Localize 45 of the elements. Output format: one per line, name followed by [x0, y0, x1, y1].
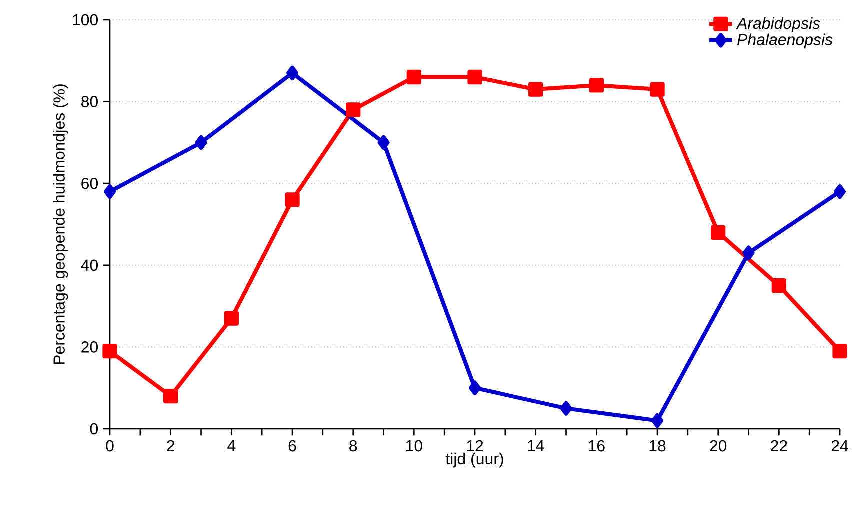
point	[772, 278, 787, 294]
x-tick-label: 2	[167, 440, 174, 452]
point	[286, 66, 299, 81]
point	[468, 70, 482, 85]
x-tick-label: 6	[288, 440, 296, 452]
point	[650, 82, 665, 97]
y-tick-label: 60	[82, 178, 98, 190]
point	[834, 184, 846, 200]
point	[346, 102, 361, 118]
x-tick-label: 14	[528, 440, 544, 452]
legend-label: Phalaenopsis	[738, 34, 833, 49]
x-tick-label: 18	[650, 440, 666, 452]
point	[742, 246, 755, 260]
x-tick-label: 24	[832, 440, 848, 452]
point	[711, 225, 726, 240]
x-tick-label: 10	[406, 440, 422, 452]
x-tick-label: 16	[588, 440, 605, 452]
point	[589, 78, 604, 93]
point	[469, 380, 482, 396]
point	[164, 388, 178, 404]
point	[104, 184, 116, 200]
point	[652, 413, 664, 428]
x-tick-label: 12	[467, 440, 484, 452]
x-tick-label: 0	[106, 440, 114, 452]
legend-label: Arabidopsis	[736, 17, 820, 32]
y-tick-label: 0	[90, 423, 98, 435]
y-tick-label: 100	[73, 14, 98, 26]
point	[102, 344, 118, 359]
x-tick-label: 4	[228, 440, 236, 452]
y-axis-title: Percentage geopende huidmondjes (%)	[53, 84, 68, 364]
point	[378, 135, 390, 150]
x-tick-label: 22	[771, 440, 788, 452]
point	[195, 135, 208, 150]
x-tick-label: 20	[710, 440, 727, 452]
point	[285, 192, 300, 208]
x-axis-title: tijd (uur)	[446, 452, 504, 468]
x-tick-label: 8	[350, 440, 358, 452]
point	[406, 70, 422, 85]
y-tick-label: 80	[82, 96, 98, 108]
point	[832, 344, 848, 359]
y-tick-label: 40	[81, 260, 98, 272]
point	[560, 401, 572, 416]
point	[224, 311, 240, 326]
point	[528, 82, 544, 97]
y-tick-label: 20	[82, 342, 98, 353]
